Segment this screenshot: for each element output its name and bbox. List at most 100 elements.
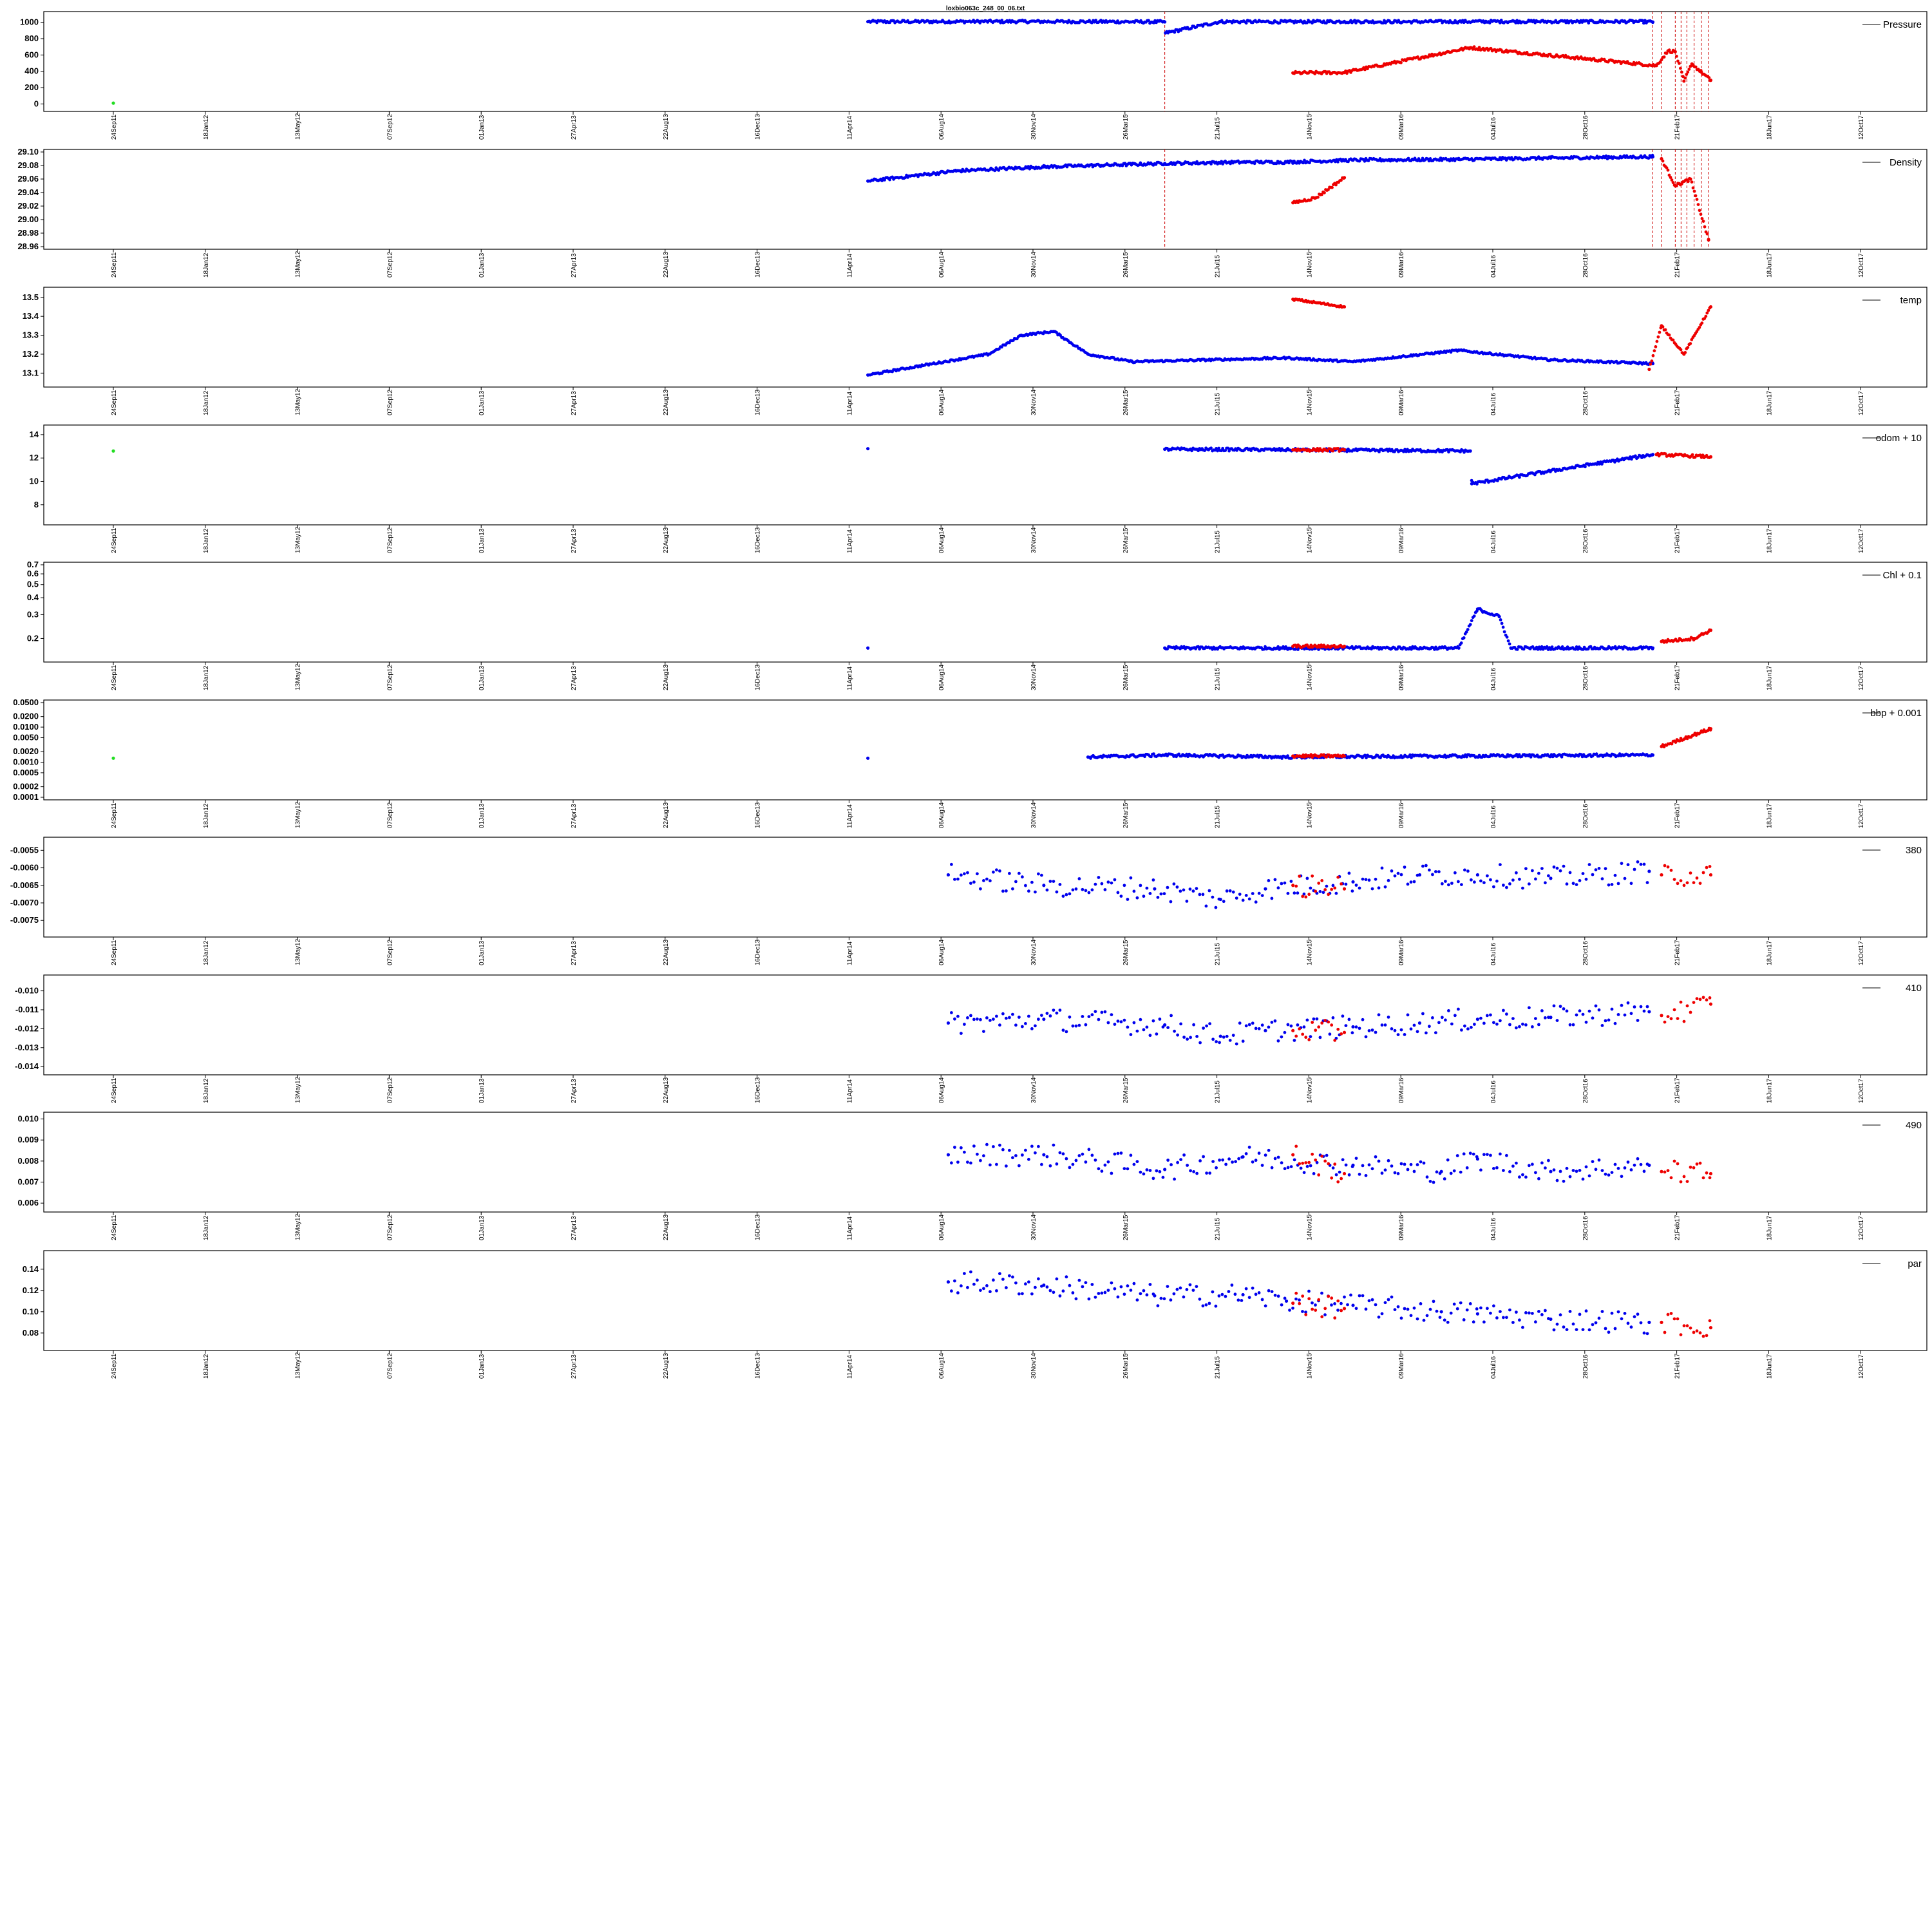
data-point: [1663, 864, 1667, 867]
data-point: [1224, 449, 1227, 452]
x-tick-label: 07Sep12: [386, 802, 393, 828]
data-point: [1163, 1168, 1167, 1171]
x-tick-label: 27Apr13: [571, 666, 578, 690]
data-point: [1499, 863, 1502, 866]
x-tick-label: 01Jan13: [478, 665, 486, 690]
data-point: [1005, 889, 1008, 893]
data-point: [1068, 892, 1072, 896]
data-point: [1291, 1028, 1295, 1032]
x-tick-label: 07Sep12: [386, 390, 393, 415]
data-point: [1090, 888, 1094, 892]
data-point: [1344, 69, 1347, 73]
data-point: [1208, 889, 1211, 893]
data-point: [1241, 898, 1245, 902]
data-point: [1302, 892, 1306, 896]
data-point: [1341, 1014, 1345, 1018]
data-point: [1315, 1017, 1319, 1021]
data-point: [1179, 1158, 1182, 1161]
data-point: [1457, 1007, 1460, 1011]
data-point: [1042, 884, 1046, 887]
data-point: [1358, 886, 1361, 890]
data-point: [1197, 645, 1200, 649]
x-tick-label: 11Apr14: [846, 1216, 853, 1240]
data-point: [1524, 867, 1528, 871]
data-point: [1591, 873, 1595, 876]
y-tick-label: 0.2: [27, 633, 39, 643]
data-point: [1686, 346, 1690, 349]
data-point: [1011, 1012, 1014, 1016]
data-point: [1433, 648, 1436, 651]
x-tick-label: 21Feb17: [1674, 114, 1681, 140]
data-point: [1094, 1159, 1097, 1162]
x-tick-label: 16Dec13: [755, 802, 762, 828]
data-point: [1680, 70, 1683, 74]
data-point: [1597, 1008, 1601, 1012]
data-point: [1061, 1152, 1065, 1156]
data-point: [1367, 878, 1371, 882]
data-point: [1508, 642, 1511, 646]
data-point: [1344, 882, 1348, 886]
data-point: [1667, 173, 1671, 177]
data-point: [1639, 1005, 1643, 1009]
data-point: [1090, 1013, 1094, 1017]
data-point: [1620, 1003, 1624, 1007]
data-point: [1238, 1021, 1242, 1025]
data-point: [1393, 1028, 1397, 1032]
data-point: [1280, 882, 1283, 886]
data-point: [1018, 1016, 1021, 1019]
plot-frame: [43, 974, 1927, 1075]
data-point: [1283, 1030, 1287, 1034]
data-point: [1696, 203, 1700, 206]
data-point: [1454, 871, 1457, 875]
data-point: [1626, 863, 1630, 867]
data-point: [1151, 1019, 1155, 1023]
y-tick-label: 400: [24, 66, 39, 76]
x-tick-label: 21Jul15: [1215, 117, 1222, 140]
data-point: [1126, 1167, 1130, 1171]
data-point: [998, 1143, 1001, 1147]
data-point: [1247, 1146, 1251, 1149]
data-point: [1358, 1173, 1361, 1176]
data-point: [1170, 1014, 1173, 1018]
data-point: [1186, 1164, 1189, 1167]
data-point: [1528, 882, 1531, 886]
data-point: [1672, 878, 1676, 881]
data-point: [1676, 59, 1680, 63]
data-point: [1305, 876, 1309, 880]
data-point: [1707, 76, 1711, 79]
data-point: [966, 871, 969, 875]
data-point: [1521, 886, 1524, 890]
data-point: [1024, 1022, 1027, 1025]
x-tick-label: 24Sep11: [111, 390, 118, 415]
data-point: [1587, 1009, 1591, 1013]
data-point: [1367, 1029, 1371, 1032]
data-point: [1350, 1031, 1354, 1035]
data-point: [1215, 1166, 1218, 1170]
x-tick-label: 06Aug14: [938, 802, 945, 828]
data-point: [960, 1146, 963, 1150]
data-point: [1260, 1164, 1264, 1167]
x-tick-label: 16Dec13: [755, 665, 762, 690]
data-point: [1260, 1023, 1264, 1027]
data-point: [1705, 998, 1709, 1002]
x-tick-label: 18Jan12: [203, 940, 210, 965]
y-tick-label: 0.010: [17, 1114, 39, 1124]
x-tick-label: 18Jan12: [203, 803, 210, 828]
data-point: [1021, 1153, 1024, 1157]
data-point: [1208, 1171, 1211, 1175]
data-point: [1169, 900, 1173, 904]
data-point: [1173, 30, 1177, 34]
data-point: [1068, 1166, 1072, 1170]
data-point: [1192, 1170, 1195, 1173]
y-tick-label: 13.4: [23, 311, 39, 321]
data-point: [1361, 1018, 1365, 1021]
data-point: [1208, 1022, 1211, 1025]
data-point: [1161, 1175, 1165, 1179]
data-point: [1434, 870, 1437, 873]
data-point: [1155, 1032, 1159, 1036]
x-tick-label: 12Oct17: [1858, 941, 1865, 965]
plot-frame: [43, 1112, 1927, 1213]
data-point: [1665, 640, 1669, 644]
y-tick-label: 600: [24, 50, 39, 59]
figure-title: loxbio063c_248_00_06.txt: [946, 5, 1025, 12]
